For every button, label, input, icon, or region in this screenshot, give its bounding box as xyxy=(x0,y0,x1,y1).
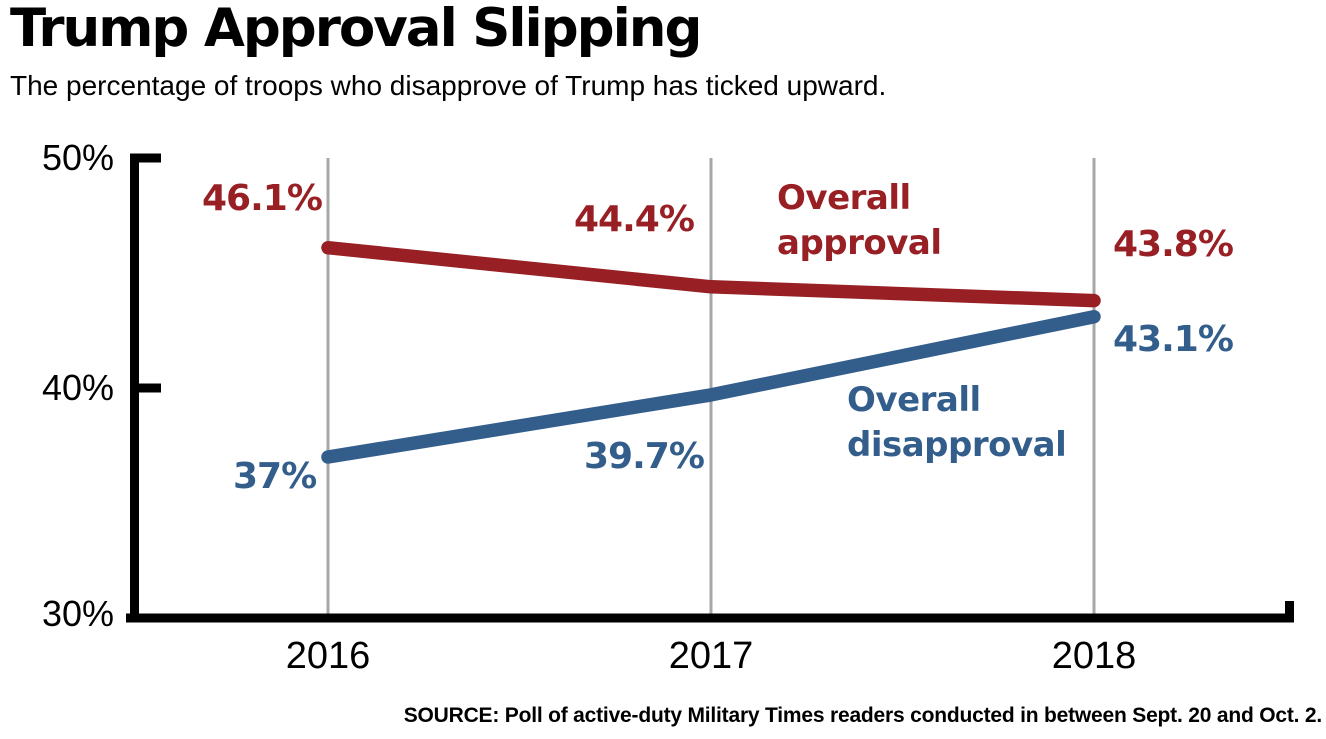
value-label-approval-2017: 44.4% xyxy=(574,199,695,240)
series-label-approval: Overall approval xyxy=(777,178,942,263)
value-label-disapproval-2018: 43.1% xyxy=(1113,319,1234,360)
y-axis-label-30: 30% xyxy=(41,593,114,634)
disapproval-line xyxy=(321,309,1101,464)
y-axis-label-50: 50% xyxy=(41,137,114,178)
source-note: SOURCE: Poll of active-duty Military Tim… xyxy=(403,704,1322,727)
value-label-disapproval-2016: 37% xyxy=(233,456,317,497)
value-label-disapproval-2017: 39.7% xyxy=(584,436,705,477)
page-subtitle: The percentage of troops who disapprove … xyxy=(10,70,887,101)
x-axis-label-2018: 2018 xyxy=(1051,635,1137,677)
y-axis-spine xyxy=(130,153,161,618)
x-axis-label-2017: 2017 xyxy=(668,635,754,677)
x-axis-label-2016: 2016 xyxy=(285,635,371,677)
x-axis xyxy=(126,601,1294,623)
value-label-approval-2016: 46.1% xyxy=(202,178,323,219)
approval-line xyxy=(321,240,1101,308)
page-title: Trump Approval Slipping xyxy=(10,0,702,59)
y-axis-label-40: 40% xyxy=(41,367,114,408)
value-label-approval-2018: 43.8% xyxy=(1113,224,1234,265)
series-label-disapproval: Overall disapproval xyxy=(847,380,1067,465)
